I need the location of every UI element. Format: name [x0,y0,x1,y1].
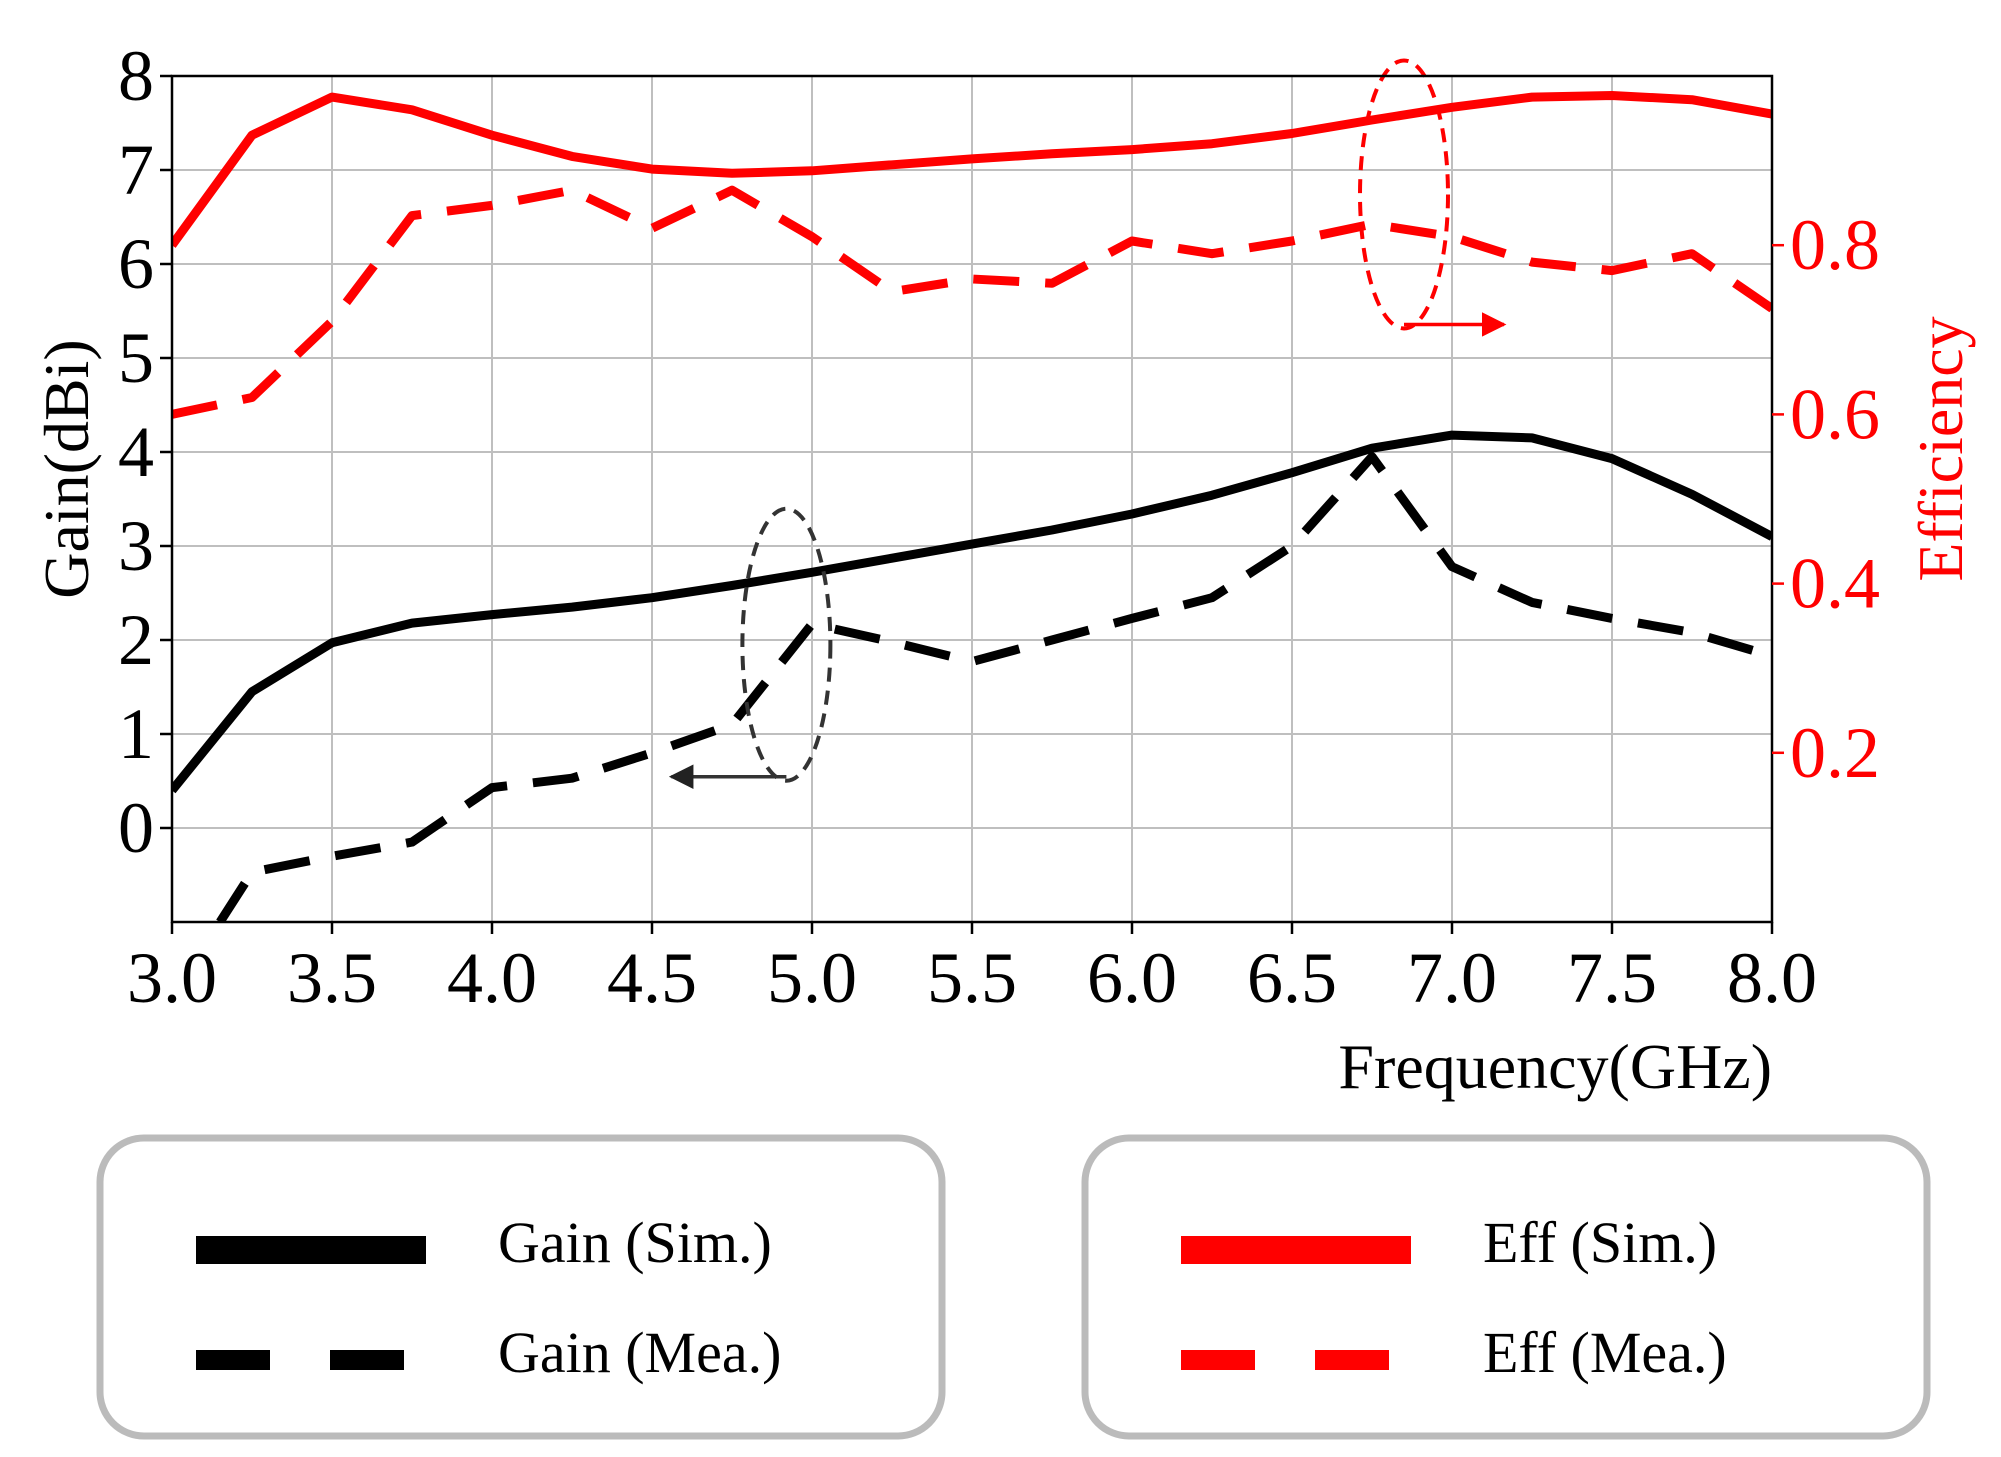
x-tick-label: 6.5 [1247,938,1337,1018]
series-layer [172,91,1772,922]
series-line-gain-mea [216,452,1772,922]
legend-box-gain [96,1134,946,1440]
y-tick-label: 3 [118,506,154,586]
y-tick-label: 4 [118,412,154,492]
y2-tick-label: 0.2 [1790,713,1880,793]
series-line-eff-sim [172,91,1772,248]
gain-group-ellipse [740,506,833,783]
legend: Gain (Sim.) Gain (Mea.) Eff (Sim.) Eff (Mea… [96,1134,1931,1440]
x-tick-label: 6.0 [1087,938,1177,1018]
x-tick-label: 5.0 [767,938,857,1018]
x-tick-label: 4.5 [607,938,697,1018]
x-tick-label: 5.5 [927,938,1017,1018]
legend-label: Gain (Mea.) [498,1320,781,1385]
y2-tick-label: 0.8 [1790,205,1880,285]
series-line-gain-sim [172,430,1772,794]
y-tick-label: 1 [118,694,154,774]
x-tick-label: 3.5 [287,938,377,1018]
ticks: 3.0 3.5 4.0 4.5 5.0 5.5 6.0 6.5 7.0 7.5 8.0 0 1 2 3 4 5 6… [118,36,1880,1018]
y-tick-label: 2 [118,600,154,680]
y-axis-label: Gain(dBi) [31,339,102,599]
legend-label: Gain (Sim.) [498,1210,772,1275]
efficiency-group-ellipse [1358,58,1450,331]
legend-box-efficiency [1081,1134,1931,1440]
x-tick-label: 7.5 [1567,938,1657,1018]
y-tick-label: 7 [118,130,154,210]
y-tick-label: 0 [118,788,154,868]
grid [171,75,1773,922]
annotations [668,58,1507,789]
x-axis-label: Frequency(GHz) [1338,1031,1772,1102]
x-tick-label: 3.0 [127,938,217,1018]
x-tick-label: 8.0 [1727,938,1817,1018]
y-tick-label: 8 [118,36,154,116]
y2-axis-label: Efficiency [1905,316,1976,581]
y-tick-label: 5 [118,318,154,398]
y-tick-label: 6 [118,224,154,304]
legend-label: Eff (Mea.) [1483,1320,1727,1385]
y2-tick-label: 0.6 [1790,374,1880,454]
y2-tick-label: 0.4 [1790,544,1880,624]
legend-label: Eff (Sim.) [1483,1210,1717,1275]
x-tick-label: 4.0 [447,938,537,1018]
x-tick-label: 7.0 [1407,938,1497,1018]
